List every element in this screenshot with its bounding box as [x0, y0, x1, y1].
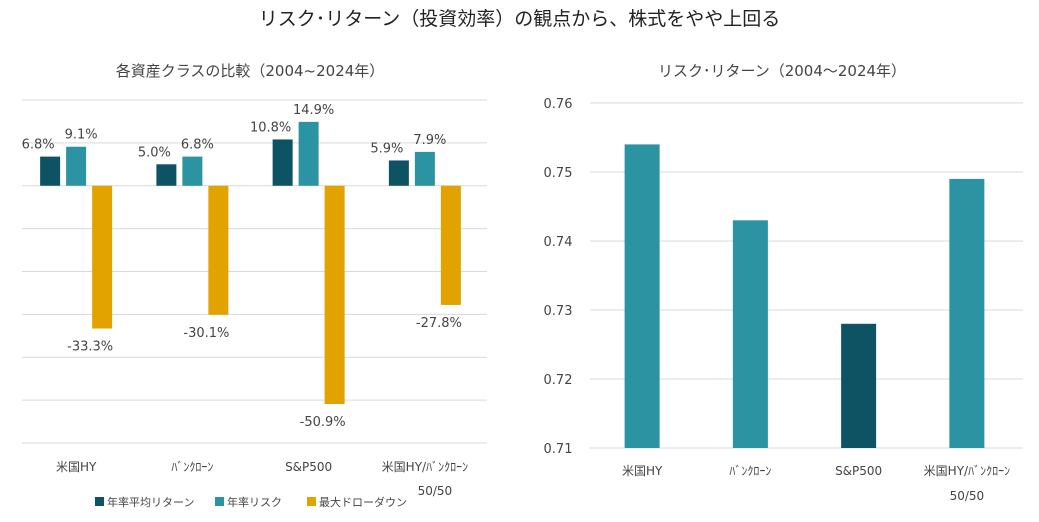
- main-title: リスク･リターン（投資効率）の観点から、株式をやや上回る: [258, 8, 781, 30]
- y-tick-label: 0.71: [544, 442, 573, 457]
- y-tick-label: 0.74: [544, 235, 573, 250]
- data-label: 10.8%: [250, 120, 291, 135]
- bar-risk: [414, 151, 435, 186]
- bar-return: [156, 164, 177, 186]
- chart-title: リスク･リターン（2004～2024年）: [658, 62, 906, 80]
- legend-swatch: [307, 497, 316, 506]
- category-label: S&P500: [835, 464, 882, 478]
- data-label: 6.8%: [22, 138, 55, 153]
- bar-drawdown: [92, 185, 113, 329]
- data-label: -30.1%: [183, 326, 229, 341]
- y-tick-label: 0.73: [544, 304, 573, 319]
- bar-return: [272, 139, 293, 186]
- data-label: 14.9%: [293, 103, 334, 118]
- bar-drawdown: [440, 185, 461, 305]
- category-sublabel: 50/50: [950, 489, 985, 503]
- y-tick-label: 0.75: [544, 166, 573, 181]
- legend-swatch: [95, 497, 104, 506]
- bar-risk: [66, 146, 87, 186]
- asset-comparison-chart: 各資産クラスの比較（2004~2024年） 6.8% 9.1% -33.3% 米国HY 5…: [22, 62, 487, 509]
- legend-label: 最大ドローダウン: [319, 495, 407, 509]
- data-label: 7.9%: [413, 133, 446, 148]
- y-tick-label: 0.76: [544, 97, 573, 112]
- category-label: 米国HY: [56, 460, 97, 474]
- bar-risk: [182, 156, 203, 186]
- bar-return: [40, 156, 61, 186]
- bar-drawdown: [208, 185, 229, 315]
- data-label: -50.9%: [300, 415, 346, 430]
- bar: [624, 144, 660, 448]
- data-label: -27.8%: [416, 316, 462, 331]
- category-label: 米国HY/ﾊﾞﾝｸﾛｰﾝ: [924, 464, 1010, 478]
- category-label: 米国HY/ﾊﾞﾝｸﾛｰﾝ: [382, 460, 468, 474]
- legend-label: 年率平均リターン: [107, 495, 194, 509]
- legend-label: 年率リスク: [227, 495, 282, 509]
- category-sublabel: 50/50: [418, 484, 453, 498]
- bar: [732, 220, 768, 448]
- data-label: 5.0%: [138, 145, 171, 160]
- category-label: ﾊﾞﾝｸﾛｰﾝ: [729, 464, 771, 478]
- bar-drawdown: [324, 185, 345, 404]
- data-label: -33.3%: [67, 340, 113, 355]
- bar-return: [388, 160, 409, 186]
- legend-swatch: [215, 497, 224, 506]
- bar: [949, 178, 985, 448]
- category-label: 米国HY: [622, 464, 663, 478]
- data-label: 6.8%: [181, 138, 214, 153]
- bar-risk: [298, 121, 319, 186]
- y-tick-label: 0.72: [544, 373, 573, 388]
- bar: [841, 323, 877, 448]
- category-label: S&P500: [285, 460, 332, 474]
- chart-title: 各資産クラスの比較（2004~2024年）: [116, 62, 385, 80]
- data-label: 9.1%: [65, 128, 98, 143]
- data-label: 5.9%: [370, 141, 403, 156]
- category-label: ﾊﾞﾝｸﾛｰﾝ: [171, 460, 213, 474]
